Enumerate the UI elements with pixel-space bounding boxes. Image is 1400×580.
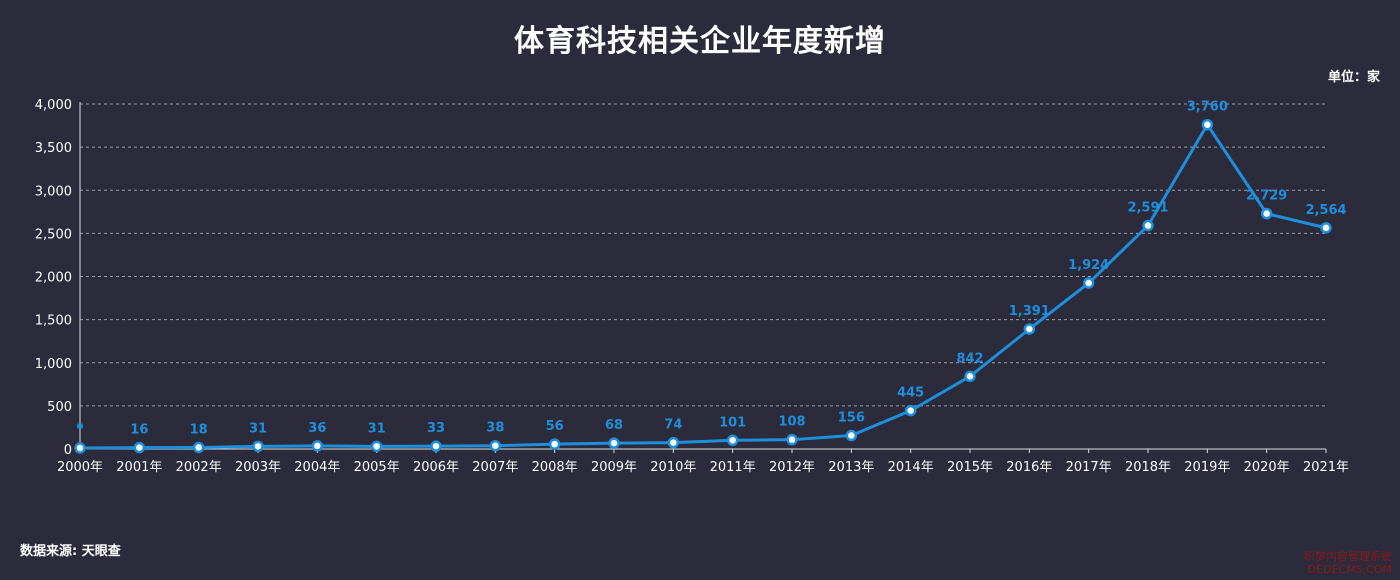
x-tick-label: 2016年 xyxy=(1006,460,1052,475)
y-tick-label: 4,000 xyxy=(35,98,72,113)
data-point xyxy=(489,439,502,452)
y-tick-label: 2,000 xyxy=(35,271,72,286)
x-tick-label: 2019年 xyxy=(1184,460,1230,475)
data-label: 101 xyxy=(719,415,746,430)
x-tick-label: 2011年 xyxy=(710,460,756,475)
data-label: 108 xyxy=(778,415,805,430)
watermark: 织梦内容管理系统 DEDECMS.COM xyxy=(1304,550,1392,576)
watermark-line1: 织梦内容管理系统 xyxy=(1304,550,1392,563)
y-tick-label: 3,500 xyxy=(35,141,72,156)
x-tick-label: 2007年 xyxy=(472,460,518,475)
axes xyxy=(79,102,1327,453)
x-tick-label: 2000年 xyxy=(57,460,103,475)
data-label: 38 xyxy=(486,421,504,436)
unit-label: 单位：家 xyxy=(1327,70,1380,85)
data-point xyxy=(1142,219,1154,232)
x-tick-label: 2005年 xyxy=(354,460,400,475)
data-point xyxy=(1023,323,1036,335)
data-labels: 16 18 31 36 31 33 38 56 68 74 101 108 156 445 842 1,391… xyxy=(77,100,1347,438)
data-point xyxy=(548,438,561,450)
y-tick-label: 3,000 xyxy=(35,184,72,199)
data-point xyxy=(1082,277,1095,289)
data-point xyxy=(74,442,86,454)
data-point xyxy=(726,434,739,447)
data-label: 2,591 xyxy=(1127,201,1168,216)
x-tick-label: 2020年 xyxy=(1244,460,1290,475)
data-label: 18 xyxy=(190,422,208,437)
data-label: 2,564 xyxy=(1305,203,1346,218)
data-label: 33 xyxy=(427,421,445,436)
data-label: 2,729 xyxy=(1246,189,1287,204)
data-label: 68 xyxy=(605,418,623,433)
data-label: 74 xyxy=(664,418,682,433)
data-label: 1,391 xyxy=(1009,304,1050,319)
x-tick-labels: 2000年 2001年 2002年 2003年 2004年 2005年 2006年 2007年… xyxy=(57,460,1349,475)
x-tick-label: 2004年 xyxy=(294,460,340,475)
y-tick-label: 500 xyxy=(47,400,72,415)
data-point xyxy=(430,440,442,452)
grid-lines xyxy=(80,103,1326,407)
data-point xyxy=(845,429,858,442)
data-point xyxy=(252,440,264,453)
x-tick-label: 2018年 xyxy=(1125,460,1171,475)
y-tick-label: 0 xyxy=(64,443,72,458)
data-point xyxy=(667,436,680,449)
data-label: 16 xyxy=(130,423,148,438)
data-point xyxy=(786,433,798,446)
y-tick-label: 1,500 xyxy=(35,314,72,329)
x-tick-label: 2015年 xyxy=(947,460,993,475)
y-tick-label: 1,000 xyxy=(35,357,72,372)
data-label: 36 xyxy=(308,421,326,436)
x-tick-label: 2013年 xyxy=(828,460,874,475)
x-tick-label: 2012年 xyxy=(769,460,815,475)
watermark-line2: DEDECMS.COM xyxy=(1307,563,1392,576)
data-point xyxy=(133,441,146,454)
data-label: 156 xyxy=(838,411,865,426)
data-point xyxy=(192,441,205,454)
x-tick-label: 2017年 xyxy=(1066,460,1112,475)
data-point xyxy=(964,370,976,383)
data-source: 数据来源: 天眼查 xyxy=(20,544,121,559)
x-tick-label: 2009年 xyxy=(591,460,637,475)
data-point xyxy=(370,440,383,453)
x-tick-label: 2021年 xyxy=(1303,460,1349,475)
data-label: 842 xyxy=(956,351,983,366)
chart-title: 体育科技相关企业年度新增 xyxy=(514,24,886,59)
data-point xyxy=(1320,222,1332,234)
data-label: 1,924 xyxy=(1068,258,1109,273)
x-tick-label: 2006年 xyxy=(413,460,459,475)
data-label-marker xyxy=(77,423,83,430)
data-point xyxy=(311,440,324,452)
data-label: 31 xyxy=(249,421,267,436)
x-tick-label: 2003年 xyxy=(235,460,281,475)
x-tick-label: 2014年 xyxy=(888,460,934,475)
data-series xyxy=(74,118,1332,454)
x-tick-label: 2010年 xyxy=(650,460,696,475)
data-point xyxy=(608,437,620,449)
data-label: 3,760 xyxy=(1187,100,1228,115)
data-point xyxy=(904,404,917,417)
data-point xyxy=(1201,118,1214,131)
x-tick-label: 2001年 xyxy=(116,460,162,475)
x-tick-label: 2008年 xyxy=(532,460,578,475)
y-tick-labels: 0 500 1,000 1,500 2,000 2,500 3,000 3,500 4,000 xyxy=(35,98,72,458)
series-line xyxy=(79,123,1327,450)
data-point xyxy=(1260,207,1273,220)
y-tick-label: 2,500 xyxy=(35,227,72,242)
data-label: 31 xyxy=(368,421,386,436)
x-tick-label: 2002年 xyxy=(176,460,222,475)
data-label: 445 xyxy=(897,386,924,401)
data-label: 56 xyxy=(546,419,564,434)
